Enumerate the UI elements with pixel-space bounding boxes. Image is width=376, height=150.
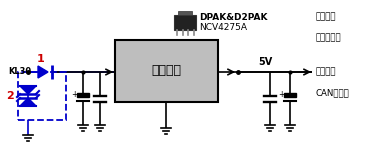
Polygon shape bbox=[20, 86, 36, 94]
Text: +: + bbox=[71, 90, 77, 99]
Bar bbox=[77, 93, 89, 96]
Text: CAN收发器: CAN收发器 bbox=[316, 88, 350, 98]
Bar bbox=[178, 11, 192, 15]
Text: +: + bbox=[278, 90, 284, 99]
Text: 2: 2 bbox=[6, 91, 14, 101]
Bar bbox=[284, 93, 296, 96]
Text: KL30: KL30 bbox=[8, 66, 31, 75]
Text: DPAK&D2PAK: DPAK&D2PAK bbox=[199, 12, 267, 21]
Text: 线性电源: 线性电源 bbox=[152, 64, 182, 78]
Bar bbox=[115, 40, 218, 102]
Text: 5V: 5V bbox=[258, 57, 272, 67]
Text: NCV4275A: NCV4275A bbox=[199, 22, 247, 32]
Text: 微处理器: 微处理器 bbox=[316, 12, 337, 21]
Text: 上拉电阻: 上拉电阻 bbox=[316, 68, 337, 76]
Text: 1: 1 bbox=[37, 54, 45, 64]
Polygon shape bbox=[38, 66, 48, 78]
Polygon shape bbox=[20, 98, 36, 106]
Text: 高频收发器: 高频收发器 bbox=[316, 33, 342, 42]
Bar bbox=[174, 15, 196, 30]
